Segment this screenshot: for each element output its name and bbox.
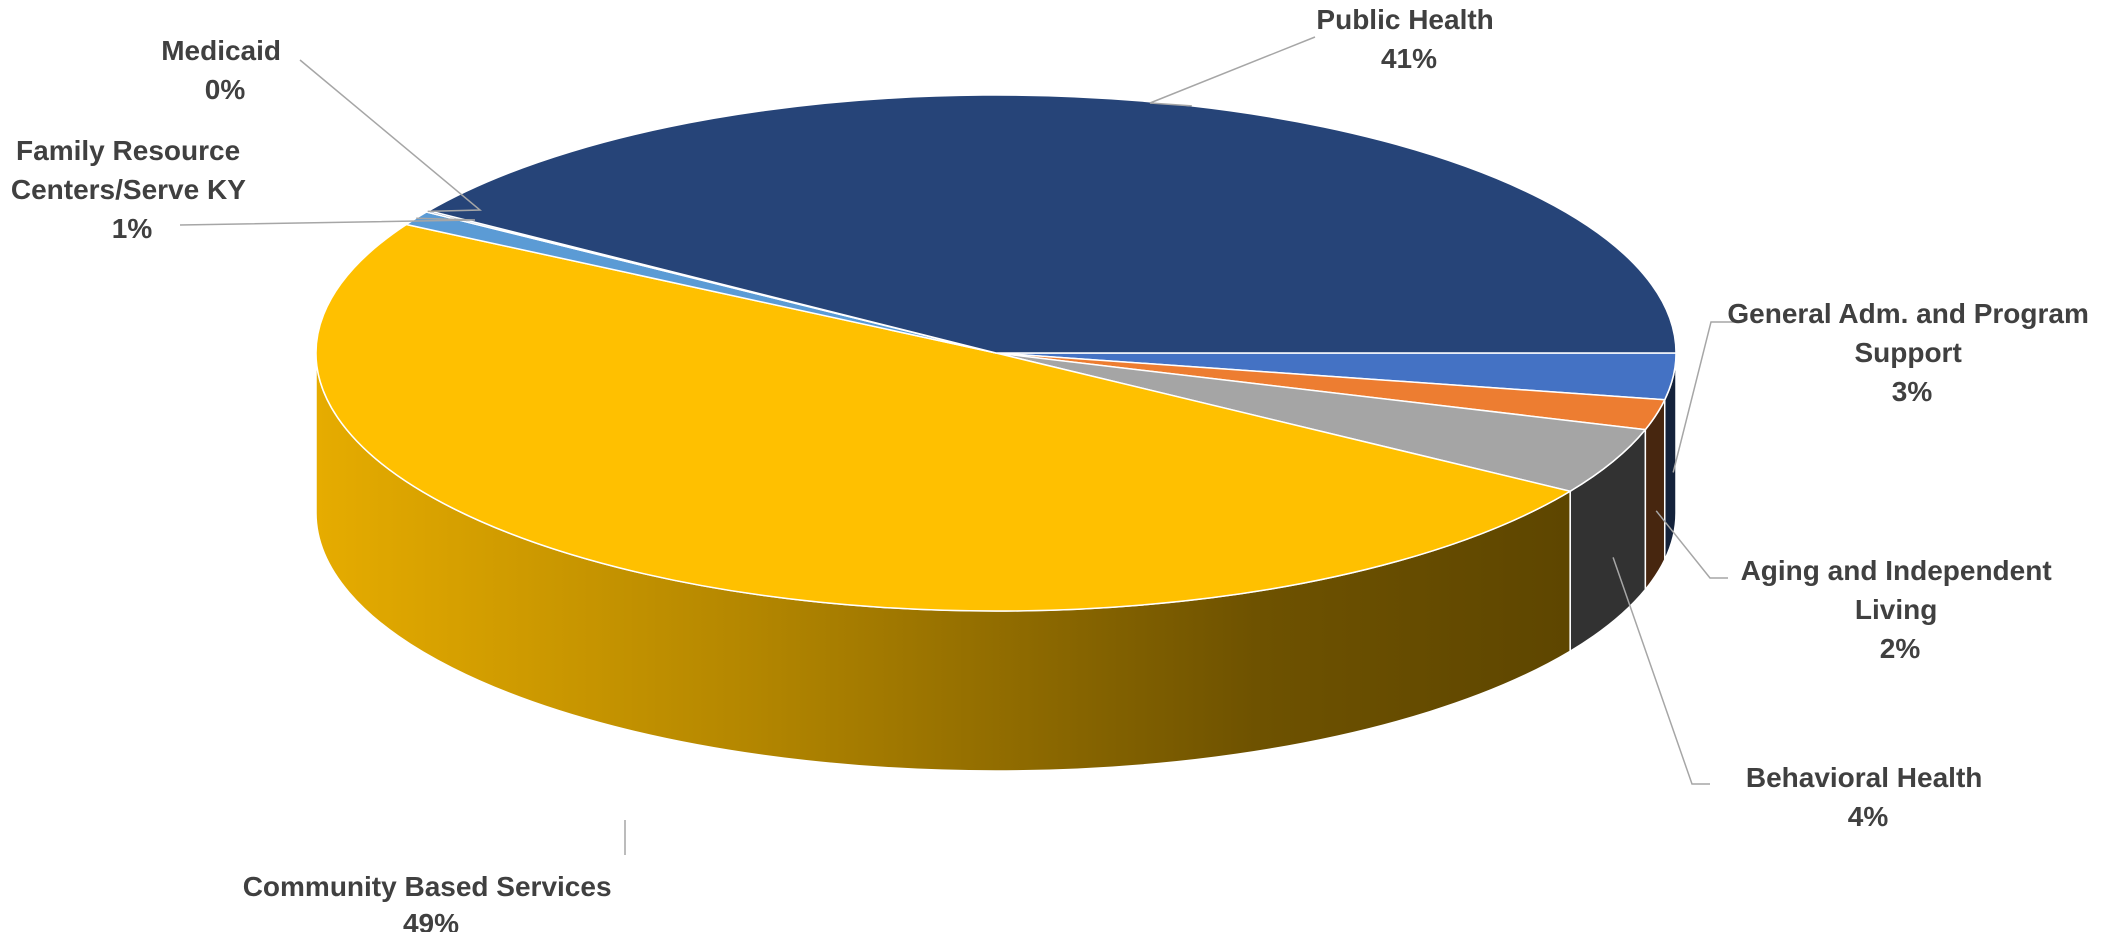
leader-behavioral-health xyxy=(1612,557,1710,785)
label-medicaid: Medicaid 0% xyxy=(161,35,289,105)
leader-general-adm-and-program-support xyxy=(1672,321,1742,473)
leader-aging-and-independent-living xyxy=(1655,510,1728,579)
label-general-adm: General Adm. and Program Support 3% xyxy=(1727,298,2096,407)
label-aging: Aging and Independent Living 2% xyxy=(1741,555,2060,664)
label-community-based: Community Based Services 49% xyxy=(243,871,620,932)
label-behavioral-health: Behavioral Health 4% xyxy=(1746,762,1990,832)
leader-medicaid xyxy=(299,59,483,213)
slice-behavioral-health xyxy=(995,352,1647,493)
leader-lines xyxy=(179,36,1742,855)
pie-slices xyxy=(315,94,1677,612)
label-family-resource: Family Resource Centers/Serve KY 1% xyxy=(11,135,253,244)
label-public-health: Public Health 41% xyxy=(1316,4,1501,74)
slice-community-based-services xyxy=(315,223,1573,612)
leader-public-health xyxy=(1149,36,1316,107)
leader-family-resource-centers-serve-ky xyxy=(179,217,476,226)
side-aging-and-independent-living xyxy=(1644,399,1666,592)
